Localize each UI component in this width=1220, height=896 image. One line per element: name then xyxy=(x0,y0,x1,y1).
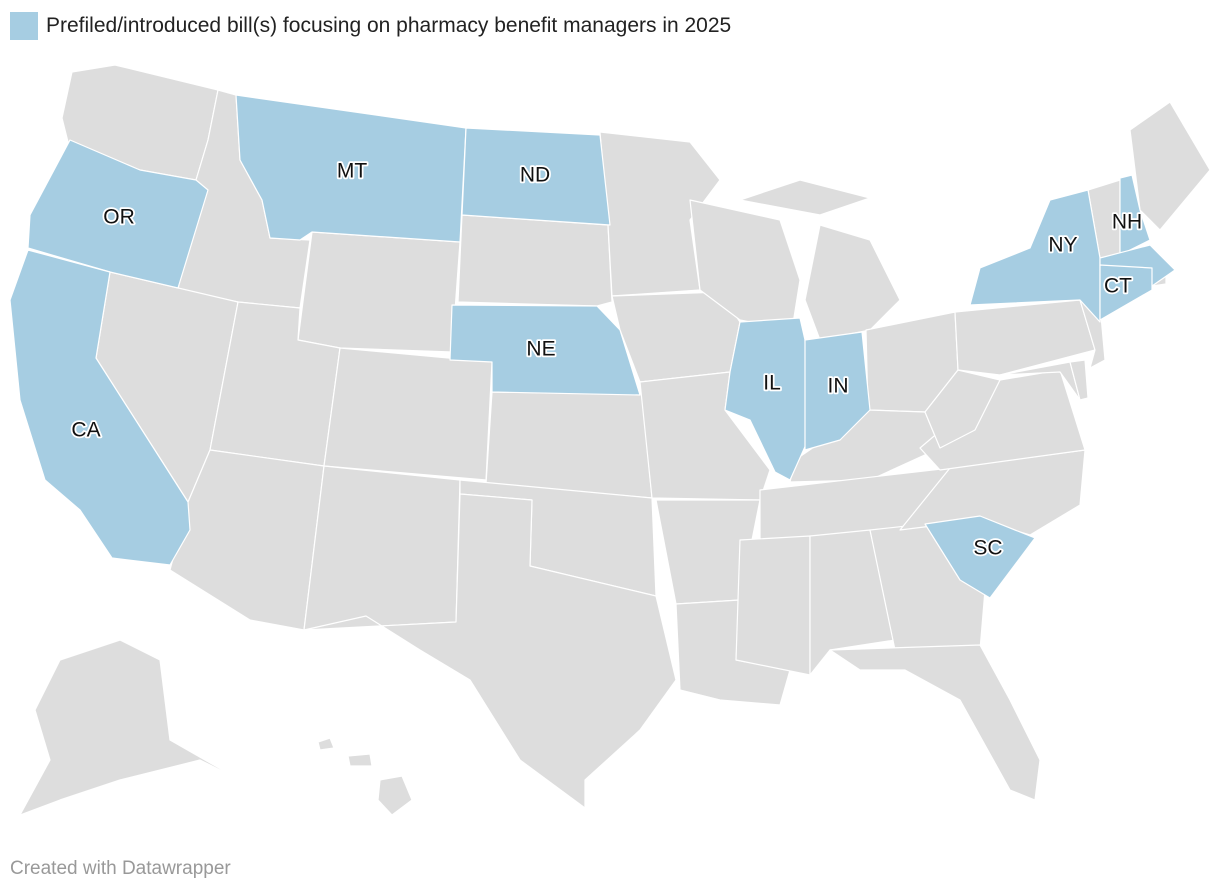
state-ms[interactable] xyxy=(735,535,811,676)
state-wy[interactable] xyxy=(297,231,461,353)
state-mn[interactable] xyxy=(599,131,721,297)
state-ks[interactable] xyxy=(485,391,653,499)
state-ny[interactable] xyxy=(969,189,1101,323)
label-mt: MT xyxy=(337,160,367,183)
label-sc: SC xyxy=(973,537,1002,560)
footer-credit: Created with Datawrapper xyxy=(10,858,231,879)
label-in: IN xyxy=(828,375,849,398)
state-de[interactable] xyxy=(1069,359,1089,401)
state-me[interactable] xyxy=(1129,101,1211,231)
state-or[interactable] xyxy=(27,139,209,289)
state-in[interactable] xyxy=(804,331,871,451)
state-ca[interactable] xyxy=(9,249,191,566)
state-sd[interactable] xyxy=(457,214,613,307)
label-ct: CT xyxy=(1104,275,1132,298)
state-il[interactable] xyxy=(724,317,809,481)
state-hi-2[interactable] xyxy=(347,753,373,767)
state-mi[interactable] xyxy=(804,224,901,341)
state-tx[interactable] xyxy=(303,493,677,809)
state-ct[interactable] xyxy=(1099,264,1153,321)
state-pa[interactable] xyxy=(954,299,1096,376)
legend: Prefiled/introduced bill(s) focusing on … xyxy=(10,12,731,40)
label-il: IL xyxy=(763,372,781,395)
state-ak[interactable] xyxy=(19,639,241,816)
state-sc[interactable] xyxy=(924,515,1036,599)
state-nh[interactable] xyxy=(1119,174,1151,256)
state-wv[interactable] xyxy=(924,369,1001,449)
state-ma[interactable] xyxy=(1099,244,1176,287)
state-nm[interactable] xyxy=(303,465,461,631)
label-ne: NE xyxy=(526,338,555,361)
state-hi-3[interactable] xyxy=(377,775,413,816)
state-hi-1[interactable] xyxy=(317,737,335,751)
state-ne[interactable] xyxy=(449,304,641,396)
state-al[interactable] xyxy=(809,529,896,676)
state-nd[interactable] xyxy=(461,127,611,226)
label-ny: NY xyxy=(1048,234,1077,257)
label-ca: CA xyxy=(71,419,100,442)
state-co[interactable] xyxy=(323,347,493,481)
state-mi-up[interactable] xyxy=(739,179,871,216)
legend-swatch xyxy=(10,12,38,40)
label-or: OR xyxy=(103,206,135,229)
legend-label: Prefiled/introduced bill(s) focusing on … xyxy=(46,14,732,37)
label-nd: ND xyxy=(520,164,550,187)
label-nh: NH xyxy=(1112,211,1142,234)
state-fl[interactable] xyxy=(829,644,1041,801)
